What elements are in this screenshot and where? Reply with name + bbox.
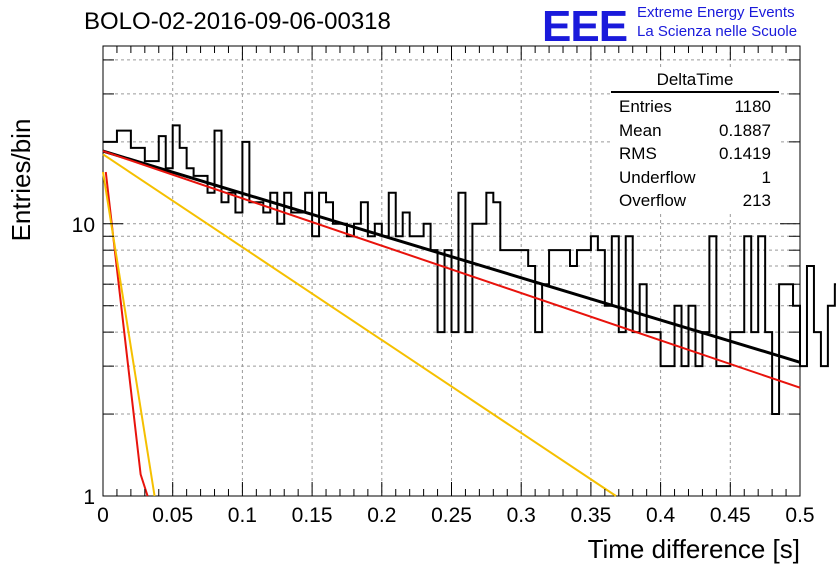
fit-curve-1 bbox=[102, 150, 801, 389]
x-tick-label: 0.45 bbox=[710, 504, 751, 527]
fit-curve-3 bbox=[102, 171, 156, 497]
stats-value: 1180 bbox=[734, 97, 771, 116]
stats-row-underflow: Underflow 1 bbox=[611, 166, 779, 190]
x-axis-title: Time difference [s] bbox=[588, 534, 800, 564]
stats-box: DeltaTime Entries 1180 Mean 0.1887 RMS 0.14… bbox=[611, 70, 779, 213]
axis-ticks bbox=[102, 46, 801, 497]
stats-row-entries: Entries 1180 bbox=[611, 95, 779, 119]
y-tick-labels: 1 10 bbox=[72, 214, 95, 509]
x-tick-labels: 0 0.05 0.1 0.15 0.2 0.25 0.3 0.35 0.4 0.45 0.5 bbox=[97, 504, 814, 527]
x-tick-label: 0.1 bbox=[228, 504, 257, 527]
y-axis-title: Entries/bin bbox=[6, 119, 36, 242]
stats-label: RMS bbox=[619, 144, 657, 163]
fit-curve-4 bbox=[102, 153, 617, 497]
stats-label: Entries bbox=[619, 97, 672, 116]
eee-logo: EEE bbox=[542, 2, 628, 51]
stats-row-mean: Mean 0.1887 bbox=[611, 119, 779, 143]
stats-row-rms: RMS 0.1419 bbox=[611, 142, 779, 166]
x-tick-label: 0.5 bbox=[785, 504, 814, 527]
fit-curve-0 bbox=[102, 149, 801, 364]
stats-value: 213 bbox=[742, 191, 771, 210]
logo-line-2: La Scienza nelle Scuole bbox=[637, 23, 798, 40]
stats-value: 0.1887 bbox=[719, 120, 771, 140]
stats-label: Mean bbox=[619, 120, 662, 140]
fit-curve-2 bbox=[104, 171, 149, 497]
chart-title: BOLO-02-2016-09-06-00318 bbox=[84, 8, 391, 35]
stats-title: DeltaTime bbox=[611, 70, 779, 93]
stats-row-overflow: Overflow 213 bbox=[611, 189, 779, 213]
x-tick-label: 0.3 bbox=[507, 504, 536, 527]
y-tick-label: 10 bbox=[72, 214, 95, 237]
x-tick-label: 0.25 bbox=[431, 504, 472, 527]
logo-line-1: Extreme Energy Events bbox=[637, 4, 795, 21]
stats-value: 0.1419 bbox=[719, 144, 771, 163]
y-tick-label: 1 bbox=[83, 486, 95, 509]
x-tick-label: 0 bbox=[97, 504, 109, 527]
x-tick-label: 0.05 bbox=[152, 504, 193, 527]
stats-label: Overflow bbox=[619, 191, 687, 210]
fit-curves bbox=[102, 149, 801, 497]
x-tick-label: 0.2 bbox=[367, 504, 396, 527]
x-tick-label: 0.15 bbox=[292, 504, 333, 527]
x-tick-label: 0.4 bbox=[646, 504, 676, 527]
stats-value: 1 bbox=[761, 167, 771, 187]
stats-label: Underflow bbox=[619, 167, 696, 187]
x-tick-label: 0.35 bbox=[570, 504, 611, 527]
histogram bbox=[103, 124, 836, 416]
histogram-outline bbox=[103, 124, 836, 416]
